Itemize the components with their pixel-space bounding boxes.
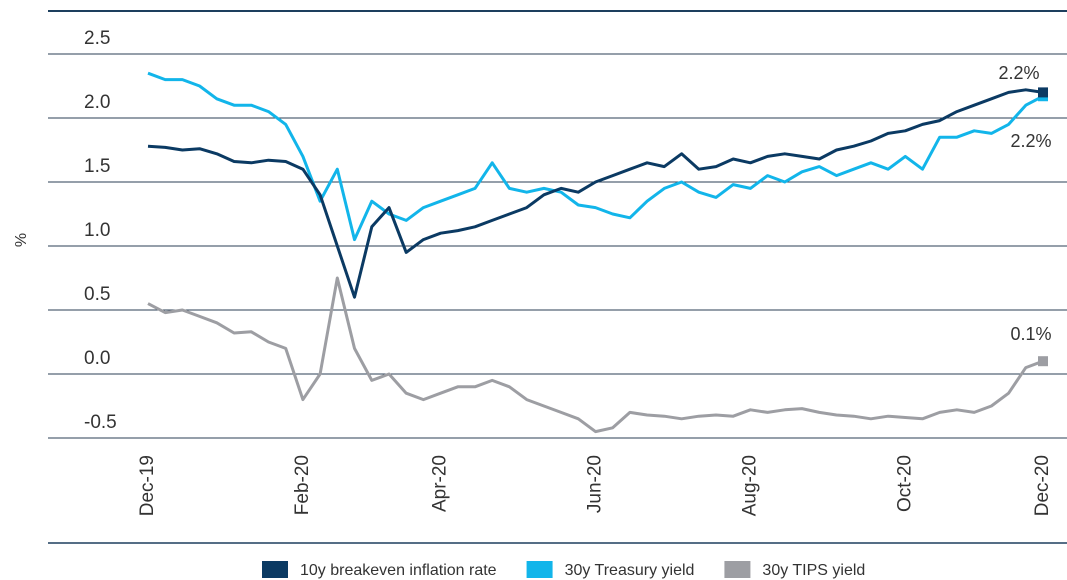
y-tick-label: 2.5 bbox=[84, 28, 110, 49]
y-tick-label: 2.0 bbox=[84, 92, 110, 113]
end-label: 2.2% bbox=[998, 63, 1039, 83]
series-line bbox=[147, 276, 1044, 434]
y-tick-label: 1.0 bbox=[84, 220, 110, 241]
x-tick-label: Feb-20 bbox=[292, 455, 313, 515]
x-tick-label: Jun-20 bbox=[585, 455, 606, 513]
y-tick-label: 0.5 bbox=[84, 284, 110, 305]
legend-label: 30y Treasury yield bbox=[565, 562, 695, 579]
x-tick-label: Dec-20 bbox=[1032, 455, 1053, 516]
y-tick-label: -0.5 bbox=[84, 412, 117, 433]
y-tick-label: 1.5 bbox=[84, 156, 110, 177]
legend-swatch bbox=[526, 561, 553, 578]
end-label: 2.2% bbox=[1010, 131, 1051, 151]
y-axis-label: % bbox=[13, 233, 30, 247]
legend-swatch bbox=[724, 561, 751, 578]
end-label: 0.1% bbox=[1010, 324, 1051, 344]
series-line bbox=[147, 71, 1044, 242]
legend-swatch bbox=[262, 561, 288, 578]
legend-label: 30y TIPS yield bbox=[762, 562, 865, 579]
legend-label: 10y breakeven inflation rate bbox=[300, 562, 497, 579]
x-tick-label: Apr-20 bbox=[430, 455, 451, 512]
x-tick-label: Oct-20 bbox=[894, 455, 915, 512]
x-tick-label: Dec-19 bbox=[137, 455, 158, 516]
x-tick-label: Aug-20 bbox=[739, 455, 760, 516]
end-marker bbox=[1038, 356, 1048, 367]
end-marker bbox=[1038, 87, 1048, 98]
y-tick-label: 0.0 bbox=[84, 348, 110, 369]
series-line bbox=[147, 88, 1044, 299]
